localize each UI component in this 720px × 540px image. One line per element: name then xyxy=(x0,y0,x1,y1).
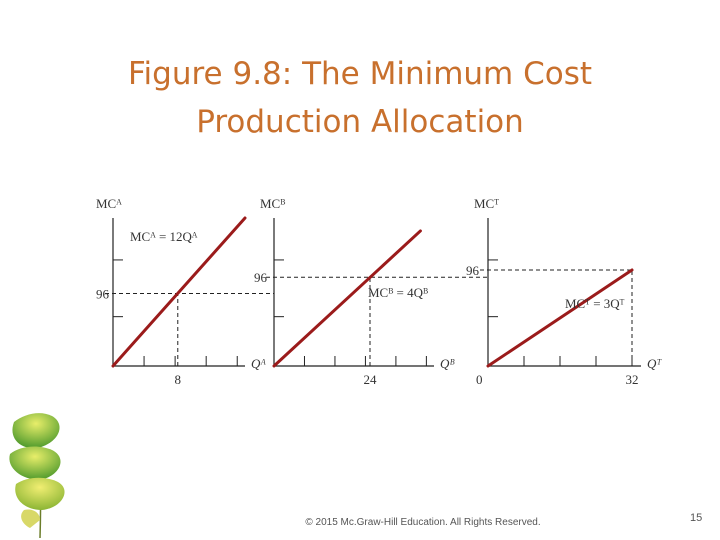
origin-label: 0 xyxy=(476,372,483,387)
x-axis-label: Qᴮ xyxy=(440,356,455,371)
copyright-footer: © 2015 Mc.Graw-Hill Education. All Right… xyxy=(305,517,541,528)
mc-curve-line xyxy=(111,216,247,368)
slide-title: Figure 9.8: The Minimum Cost Production … xyxy=(0,50,720,146)
equilibrium-y-value-label: 96 xyxy=(254,270,268,285)
mc-curve-line xyxy=(486,268,634,368)
y-axis-label: MCᴮ xyxy=(260,196,285,211)
equilibrium-y-value-label: 96 xyxy=(96,287,110,302)
panel-a: MCᴬ Qᴬ MCᴬ = 12Qᴬ 96 8 xyxy=(96,196,274,387)
equilibrium-y-value-label: 96 xyxy=(466,263,480,278)
equation-label: MCᴮ = 4Qᴮ xyxy=(368,285,428,300)
page-number: 15 xyxy=(690,512,703,524)
equation-label: MCᴬ = 12Qᴬ xyxy=(130,229,198,244)
slide-title-line1: Figure 9.8: The Minimum Cost xyxy=(127,56,593,92)
panel-b: MCᴮ Qᴮ MCᴮ = 4Qᴮ 96 24 xyxy=(254,196,488,387)
x-axis-label: Qᵀ xyxy=(647,356,662,371)
equation-label: MCᵀ = 3Qᵀ xyxy=(565,296,625,311)
panel-total: MCᵀ Qᵀ MCᵀ = 3Qᵀ 96 32 0 xyxy=(466,196,662,387)
y-axis-label: MCᴬ xyxy=(96,196,122,211)
mc-curve-line xyxy=(272,229,422,368)
y-axis-label: MCᵀ xyxy=(474,196,499,211)
slide-title-line2: Production Allocation xyxy=(196,104,524,140)
x-axis-label: Qᴬ xyxy=(251,356,266,371)
equilibrium-x-value-label: 8 xyxy=(175,372,182,387)
equilibrium-x-value-label: 24 xyxy=(364,372,378,387)
equilibrium-x-value-label: 32 xyxy=(626,372,639,387)
ginkgo-leaves-decoration xyxy=(9,413,65,539)
